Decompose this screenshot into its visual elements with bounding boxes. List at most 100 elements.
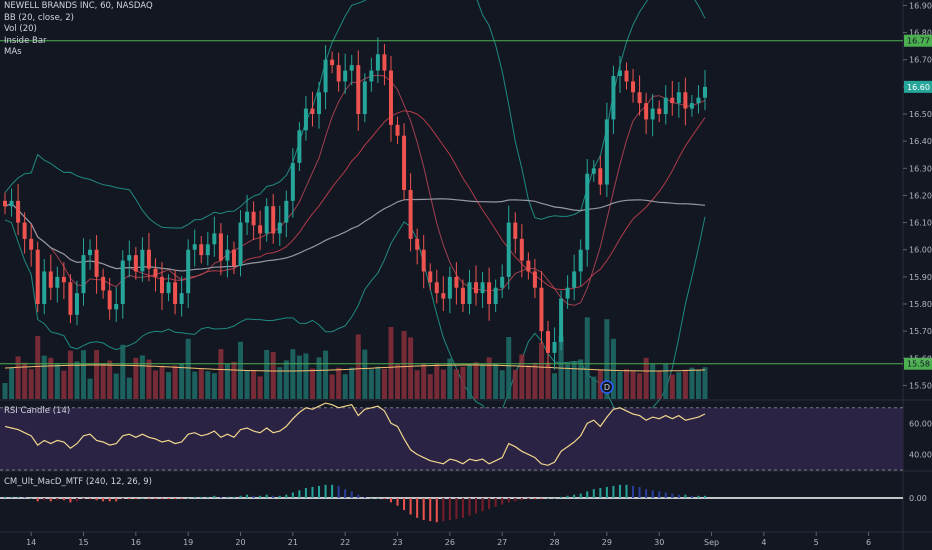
candle-body (192, 244, 197, 250)
macd-histogram-bar (389, 498, 392, 503)
volume-bar (643, 357, 649, 399)
macd-histogram-bar (121, 498, 124, 500)
volume-bar (257, 376, 263, 399)
volume-indicator-label[interactable]: Vol (20) (4, 24, 37, 34)
volume-bar (427, 374, 433, 399)
time-tick-label: 15 (78, 538, 88, 547)
macd-histogram-bar (75, 498, 78, 502)
macd-histogram-bar (612, 485, 615, 498)
macd-histogram-bar (671, 493, 674, 498)
volume-bar (663, 363, 669, 399)
rsi-pane-title[interactable]: RSI Candle (14) (4, 406, 71, 416)
macd-histogram-bar (102, 498, 105, 502)
volume-bar (571, 361, 577, 399)
price-tick-label: 15.80 (909, 300, 932, 309)
volume-bar (22, 362, 28, 399)
macd-histogram-bar (350, 491, 353, 498)
candle-body (140, 249, 145, 272)
volume-bar (192, 371, 198, 399)
candle-body (454, 276, 459, 288)
last-price-tag (904, 80, 932, 93)
volume-bar (578, 359, 584, 399)
candle-body (617, 70, 622, 76)
candle-body (160, 276, 165, 294)
macd-histogram-bar (435, 498, 438, 523)
price-tick-label: 16.10 (909, 219, 932, 228)
volume-bar (152, 370, 158, 399)
mas-indicator-label[interactable]: MAs (4, 47, 22, 57)
volume-bar (650, 364, 656, 399)
macd-histogram-bar (579, 493, 582, 498)
macd-histogram-bar (468, 498, 471, 516)
volume-bar (610, 338, 616, 399)
volume-bar (421, 363, 427, 399)
macd-pane-title[interactable]: CM_Ult_MacD_MTF (240, 12, 26, 9) (4, 477, 152, 487)
volume-bar (323, 350, 329, 399)
dividend-marker-label: D (604, 383, 610, 392)
macd-histogram-bar (677, 494, 680, 498)
time-tick-label: 14 (26, 538, 36, 547)
macd-histogram-bar (455, 498, 458, 519)
macd-histogram-bar (546, 498, 549, 499)
volume-bar (74, 361, 80, 399)
price-tick-label: 16.20 (909, 191, 932, 200)
price-level-label: 16.77 (907, 37, 930, 46)
macd-histogram-bar (95, 498, 98, 501)
price-tick-label: 16.70 (909, 56, 932, 65)
inside-bar-indicator-label[interactable]: Inside Bar (4, 35, 47, 46)
macd-tick-label: 0.00 (909, 494, 927, 503)
candle-body (343, 70, 348, 82)
candle-body (94, 249, 99, 277)
candle-body (120, 260, 125, 304)
candle-body (251, 211, 256, 226)
candle-body (330, 59, 335, 66)
slow-ma-line (4, 198, 706, 272)
macd-histogram-bar (475, 498, 478, 514)
volume-bar (87, 378, 93, 399)
bb-indicator-label[interactable]: BB (20, close, 2) (4, 12, 74, 23)
symbol-title[interactable]: NEWELL BRANDS INC, 60, NASDAQ (4, 1, 153, 11)
macd-histogram-bar (527, 498, 530, 500)
candle-body (3, 200, 7, 207)
candle-body (35, 249, 40, 304)
volume-bar (290, 349, 296, 399)
volume-bar (597, 369, 603, 399)
macd-histogram-bar (272, 495, 275, 498)
candle-body (663, 97, 668, 114)
volume-bar (532, 362, 538, 399)
macd-histogram-bar (10, 496, 13, 498)
volume-bar (702, 367, 708, 399)
candle-body (650, 108, 655, 120)
macd-histogram-bar (566, 495, 569, 498)
macd-histogram-bar (226, 496, 229, 498)
volume-bar (676, 372, 682, 399)
macd-histogram-bar (180, 498, 183, 500)
macd-histogram-bar (658, 491, 661, 498)
volume-bar (440, 369, 446, 399)
candle-body (114, 304, 119, 310)
candle-body (284, 200, 289, 223)
candle-body (670, 97, 675, 104)
macd-histogram-bar (664, 492, 667, 498)
price-tick-label: 16.40 (909, 137, 932, 146)
candle-body (689, 103, 694, 109)
candle-body (205, 244, 210, 256)
time-tick-label: 5 (814, 538, 819, 547)
time-tick-label: 6 (866, 538, 871, 547)
volume-bar (277, 367, 283, 399)
volume-bar (264, 350, 270, 399)
candle-body (500, 276, 505, 288)
macd-histogram-bar (344, 489, 347, 498)
volume-bar (309, 368, 315, 399)
candle-body (238, 222, 243, 266)
volume-bar (637, 373, 643, 399)
macd-histogram-bar (605, 487, 608, 498)
candle-body (585, 173, 590, 250)
macd-histogram-bar (370, 498, 373, 499)
volume-bar (512, 369, 518, 399)
volume-bar (159, 365, 165, 399)
candle-body (415, 238, 420, 250)
candle-body (61, 276, 66, 283)
